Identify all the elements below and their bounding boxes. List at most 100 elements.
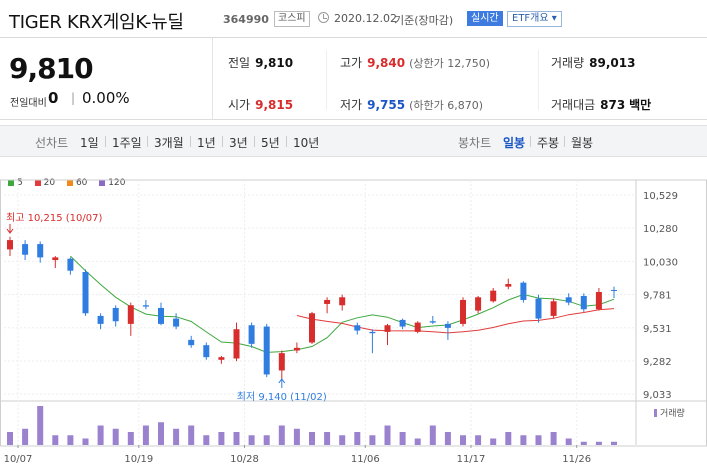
quote-date: 2020.12.02 <box>334 12 397 25</box>
candle <box>611 286 617 298</box>
low-arrow-icon <box>278 378 286 384</box>
legend-ma5-label: 5 <box>17 178 23 188</box>
candle-chart-label: 봉차트 <box>458 136 492 150</box>
candles <box>7 236 617 380</box>
candle <box>460 297 466 327</box>
candle <box>52 256 59 269</box>
volume-bar <box>535 435 542 445</box>
volume: 거래량 89,013 <box>551 54 635 71</box>
candle-body <box>460 299 466 324</box>
volume-bar <box>384 425 391 445</box>
stock-header: TIGER KRX게임K-뉴딜 364990 코스피 2020.12.02 기준… <box>0 0 707 38</box>
separator <box>105 136 106 147</box>
y-tick-label: 9,282 <box>643 357 672 368</box>
period-1y[interactable]: 1년 <box>197 136 216 150</box>
volume-bar <box>354 432 361 445</box>
candle-body <box>82 272 89 314</box>
open-label: 시가 <box>228 98 251 112</box>
candle-body <box>278 353 285 371</box>
ma5-swatch-icon <box>8 180 14 186</box>
etf-overview-dropdown[interactable]: ETF개요 ▾ <box>507 11 562 27</box>
candle <box>112 305 119 327</box>
candle-body <box>142 305 149 307</box>
open-price: 시가 9,815 <box>228 96 293 113</box>
candle <box>520 281 527 303</box>
candle <box>565 293 572 306</box>
candle-daily[interactable]: 일봉 <box>503 136 526 150</box>
candle <box>233 322 240 362</box>
separator <box>286 136 287 147</box>
candle-body <box>520 282 527 300</box>
volume-bar <box>520 435 527 445</box>
price-box: 9,810 전일대비 0 | 0.00% <box>0 38 213 120</box>
volume-bar <box>7 432 13 445</box>
stock-name: TIGER KRX게임K-뉴딜 <box>9 12 184 33</box>
candle <box>550 298 557 319</box>
ma120-swatch-icon <box>99 180 106 186</box>
candle-body <box>354 325 361 331</box>
volume-value: 89,013 <box>589 56 636 70</box>
prev-close: 전일 9,810 <box>228 54 293 71</box>
period-1w[interactable]: 1주일 <box>112 136 142 150</box>
day-low: 저가 9,755 (하한가 6,870) <box>340 96 483 113</box>
candle <box>595 287 602 311</box>
high-arrow-icon <box>6 228 14 234</box>
volume-bar <box>460 435 466 445</box>
period-10y[interactable]: 10년 <box>293 136 320 150</box>
volume-bar <box>369 435 376 445</box>
candle-body <box>188 339 195 346</box>
chart-toolbar: 선차트 1일 1주일 3개월 1년 3년 5년 10년 봉차트 일봉 주봉 월봉 <box>0 125 707 157</box>
y-tick-label: 10,030 <box>643 257 678 268</box>
separator <box>147 136 148 147</box>
candle <box>97 313 104 330</box>
period-5y[interactable]: 5년 <box>261 136 280 150</box>
clock-icon <box>318 12 329 23</box>
candle <box>7 236 13 257</box>
low-label: 저가 <box>340 98 363 112</box>
separator <box>564 136 565 147</box>
amount-label: 거래대금 <box>551 98 596 112</box>
candle-body <box>218 357 225 360</box>
period-3y[interactable]: 3년 <box>229 136 248 150</box>
x-tick-label: 10/28 <box>230 454 259 465</box>
candle-body <box>384 325 391 332</box>
candle-body <box>324 299 331 304</box>
volume-bars <box>7 406 617 445</box>
day-high: 고가 9,840 (상한가 12,750) <box>340 54 490 71</box>
legend-ma120[interactable]: 120 <box>99 178 125 188</box>
volume-bar <box>37 406 44 445</box>
market-badge: 코스피 <box>274 11 310 27</box>
candle-body <box>550 301 557 316</box>
candle <box>535 294 542 323</box>
ma20-swatch-icon <box>34 180 41 186</box>
volume-bar <box>22 428 29 445</box>
legend-ma5[interactable]: 5 <box>8 178 23 188</box>
volume-label: 거래량 <box>660 407 685 419</box>
realtime-button[interactable]: 실시간 <box>467 11 503 26</box>
candle <box>127 302 134 336</box>
candle <box>324 297 331 314</box>
legend-ma20-label: 20 <box>43 178 56 188</box>
chart-axes: 10,529 10,280 10,030 9,781 9,531 9,282 9,033 10… <box>4 191 685 465</box>
prev-value: 9,810 <box>255 56 294 70</box>
candle-body <box>611 289 617 291</box>
change-divider: | <box>71 91 76 105</box>
legend-ma20[interactable]: 20 <box>34 178 56 188</box>
period-1d[interactable]: 1일 <box>80 136 99 150</box>
candle-body <box>369 331 376 334</box>
volume-bar <box>595 441 602 445</box>
divider <box>538 50 539 110</box>
period-3m[interactable]: 3개월 <box>154 136 184 150</box>
volume-bar <box>82 438 89 445</box>
volume-bar <box>127 432 134 445</box>
candle-body <box>339 297 346 306</box>
candle <box>475 295 482 314</box>
volume-bar <box>339 435 346 445</box>
etf-overview-label: ETF개요 <box>512 13 549 24</box>
candle <box>399 318 406 330</box>
volume-label: 거래량 <box>551 56 585 70</box>
legend-ma60[interactable]: 60 <box>66 178 87 188</box>
candle-monthly[interactable]: 월봉 <box>571 136 594 150</box>
candle-weekly[interactable]: 주봉 <box>537 136 560 150</box>
